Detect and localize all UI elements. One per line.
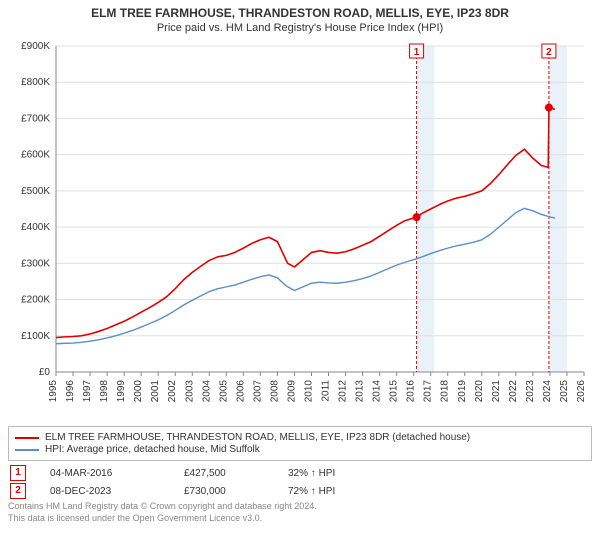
line-chart: £0 £100K £200K £300K £400K £500K £600K £700K £80… — [8, 40, 592, 420]
svg-text:2018: 2018 — [440, 380, 451, 403]
event-marker: 2 — [10, 483, 26, 499]
event-delta: 32% ↑ HPI — [288, 468, 335, 479]
svg-text:1998: 1998 — [99, 380, 110, 403]
svg-text:2020: 2020 — [474, 380, 485, 403]
svg-text:2015: 2015 — [389, 380, 400, 403]
chart-subtitle: Price paid vs. HM Land Registry's House … — [8, 22, 592, 34]
chart-area: £0 £100K £200K £300K £400K £500K £600K £700K £80… — [8, 40, 592, 420]
svg-text:2022: 2022 — [508, 380, 519, 403]
svg-text:2013: 2013 — [355, 380, 366, 403]
svg-text:£500K: £500K — [21, 186, 50, 197]
event-date: 08-DEC-2023 — [50, 486, 160, 497]
svg-text:£200K: £200K — [21, 295, 50, 306]
legend: ELM TREE FARMHOUSE, THRANDESTON ROAD, ME… — [8, 426, 592, 461]
svg-text:1995: 1995 — [48, 380, 59, 403]
svg-text:2021: 2021 — [491, 380, 502, 403]
event-marker: 1 — [10, 465, 26, 481]
legend-item: HPI: Average price, detached house, Mid … — [15, 444, 585, 455]
svg-text:1996: 1996 — [65, 380, 76, 403]
svg-text:2000: 2000 — [133, 380, 144, 403]
event-date: 04-MAR-2016 — [50, 468, 160, 479]
svg-text:2003: 2003 — [184, 380, 195, 403]
svg-text:£800K: £800K — [21, 77, 50, 88]
svg-text:£100K: £100K — [21, 331, 50, 342]
chart-frame: ELM TREE FARMHOUSE, THRANDESTON ROAD, ME… — [0, 0, 600, 560]
legend-label: ELM TREE FARMHOUSE, THRANDESTON ROAD, ME… — [45, 432, 470, 443]
footer: Contains HM Land Registry data © Crown c… — [8, 501, 592, 524]
svg-text:2026: 2026 — [576, 380, 587, 403]
svg-text:2024: 2024 — [542, 380, 553, 403]
svg-text:£600K: £600K — [21, 150, 50, 161]
event-row: 2 08-DEC-2023 £730,000 72% ↑ HPI — [10, 483, 592, 499]
event-price: £427,500 — [184, 468, 264, 479]
event-price: £730,000 — [184, 486, 264, 497]
svg-text:2008: 2008 — [269, 380, 280, 403]
svg-text:1999: 1999 — [116, 380, 127, 403]
svg-text:2011: 2011 — [321, 380, 332, 402]
svg-text:2017: 2017 — [423, 380, 434, 403]
svg-text:1997: 1997 — [82, 380, 93, 403]
svg-text:£700K: £700K — [21, 113, 50, 124]
legend-item: ELM TREE FARMHOUSE, THRANDESTON ROAD, ME… — [15, 432, 585, 443]
event-row: 1 04-MAR-2016 £427,500 32% ↑ HPI — [10, 465, 592, 481]
svg-text:£300K: £300K — [21, 258, 50, 269]
svg-text:2009: 2009 — [286, 380, 297, 403]
events-table: 1 04-MAR-2016 £427,500 32% ↑ HPI 2 08-DEC-202… — [8, 465, 592, 499]
svg-text:2012: 2012 — [338, 380, 349, 403]
svg-text:2: 2 — [546, 47, 552, 58]
event-delta: 72% ↑ HPI — [288, 486, 335, 497]
legend-label: HPI: Average price, detached house, Mid … — [45, 444, 260, 455]
svg-text:2006: 2006 — [235, 380, 246, 403]
svg-text:2004: 2004 — [201, 380, 212, 403]
legend-swatch — [15, 437, 39, 439]
svg-text:2019: 2019 — [457, 380, 468, 403]
svg-text:1: 1 — [414, 47, 420, 58]
svg-text:2025: 2025 — [559, 380, 570, 403]
svg-text:2014: 2014 — [372, 380, 383, 403]
footer-line-1: Contains HM Land Registry data © Crown c… — [8, 501, 592, 513]
legend-swatch — [15, 449, 39, 451]
svg-text:£0: £0 — [39, 367, 51, 378]
svg-text:2002: 2002 — [167, 380, 178, 403]
svg-text:2001: 2001 — [150, 380, 161, 403]
svg-text:£900K: £900K — [21, 41, 50, 52]
svg-text:2010: 2010 — [303, 380, 314, 403]
svg-text:2005: 2005 — [218, 380, 229, 403]
svg-text:2023: 2023 — [525, 380, 536, 403]
svg-text:£400K: £400K — [21, 222, 50, 233]
footer-line-2: This data is licensed under the Open Gov… — [8, 513, 592, 525]
svg-text:2016: 2016 — [406, 380, 417, 403]
chart-title: ELM TREE FARMHOUSE, THRANDESTON ROAD, ME… — [8, 6, 592, 20]
svg-text:2007: 2007 — [252, 380, 263, 403]
